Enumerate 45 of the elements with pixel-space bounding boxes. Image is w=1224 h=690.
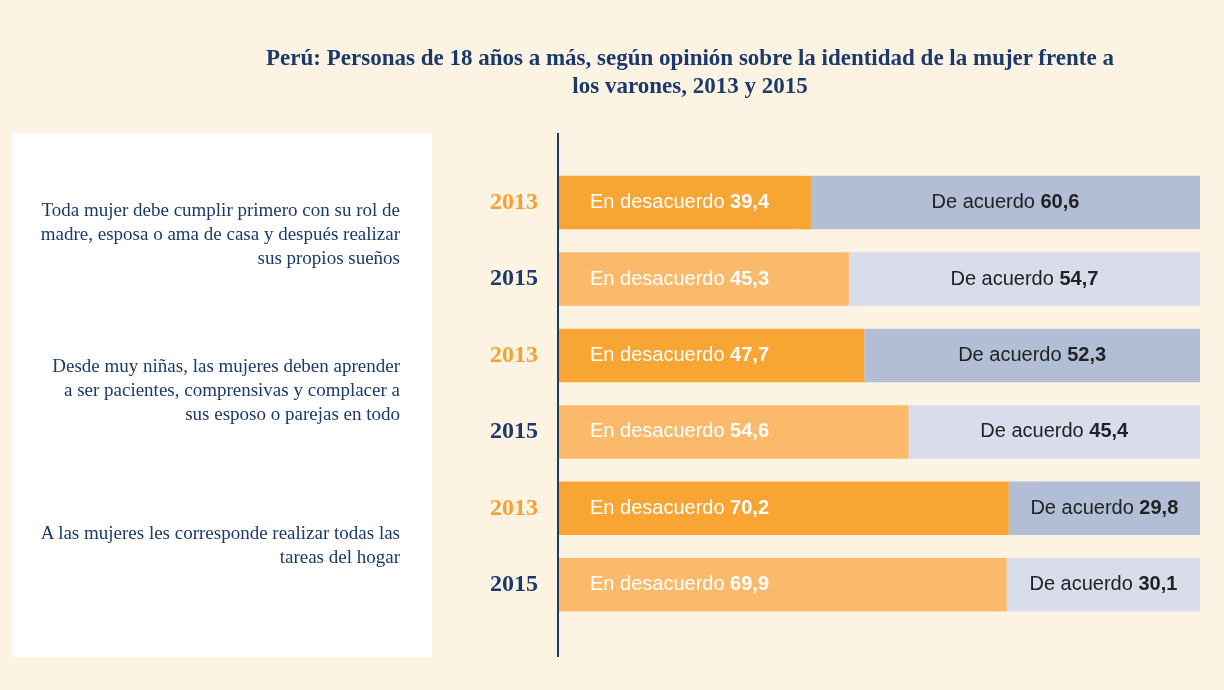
- text: En desacuerdo: [590, 343, 725, 365]
- text: Desde muy niñas, las mujeres deben aprender a ser pacientes, comprensivas y complacer a sus esposo o parejas en todo: [51, 353, 400, 426]
- y-tick-label: 2013: [490, 340, 538, 367]
- text: De acuerdo: [1030, 495, 1134, 518]
- series-label: De acuerdo: [931, 190, 1041, 213]
- bar: [558, 175, 811, 230]
- bar: [908, 405, 1200, 459]
- y-tick-label: 2013: [490, 187, 538, 214]
- text: Toda mujer debe cumplir primero con su rol de madre, esposa o ama de casa y después realizar sus propios sueños: [40, 197, 400, 270]
- y-tick-label: 2015: [490, 417, 538, 444]
- y-tick-label: 2015: [490, 569, 538, 596]
- text: A las mujeres les corresponde realizar todas las tareas del hogar: [40, 521, 400, 570]
- bar: [558, 405, 909, 459]
- data-label: 30,1: [1138, 572, 1178, 595]
- series-label: En desacuerdo: [590, 190, 731, 213]
- text: De acuerdo: [958, 343, 1062, 365]
- bar: [810, 175, 1200, 230]
- y-tick-label: 2013: [490, 493, 538, 520]
- bar: [558, 558, 1007, 612]
- bar: [558, 252, 849, 306]
- chart-title: Perú: Personas de 18 años a más, según opinión sobre la identidad de la mujer frente a los varones, 2013 y 2015: [265, 44, 1115, 100]
- text: En desacuerdo: [590, 266, 725, 289]
- data-label: 54,6: [730, 419, 770, 442]
- data-label: 60,6: [1040, 190, 1080, 213]
- text: De acuerdo: [980, 419, 1084, 442]
- data-label: 47,7: [730, 343, 770, 365]
- bar: [848, 252, 1200, 306]
- data-label: 45,4: [1089, 419, 1130, 442]
- data-label: 69,9: [730, 572, 770, 595]
- bar: [1006, 558, 1200, 612]
- text: En desacuerdo: [590, 495, 725, 518]
- data-label: 39,4: [730, 190, 770, 213]
- data-label: 52,3: [1067, 343, 1107, 365]
- bar: [558, 481, 1009, 536]
- text: De acuerdo: [1029, 572, 1133, 595]
- data-label: 54,7: [1059, 266, 1099, 289]
- bar: [558, 328, 865, 383]
- data-label: 45,3: [730, 266, 770, 289]
- data-label: 29,8: [1139, 495, 1179, 518]
- y-tick-label: 2015: [490, 264, 538, 291]
- text: De acuerdo: [950, 266, 1054, 289]
- bar: [864, 328, 1200, 383]
- data-label: 70,2: [730, 495, 770, 518]
- text: En desacuerdo: [590, 572, 725, 595]
- text: En desacuerdo: [590, 419, 725, 442]
